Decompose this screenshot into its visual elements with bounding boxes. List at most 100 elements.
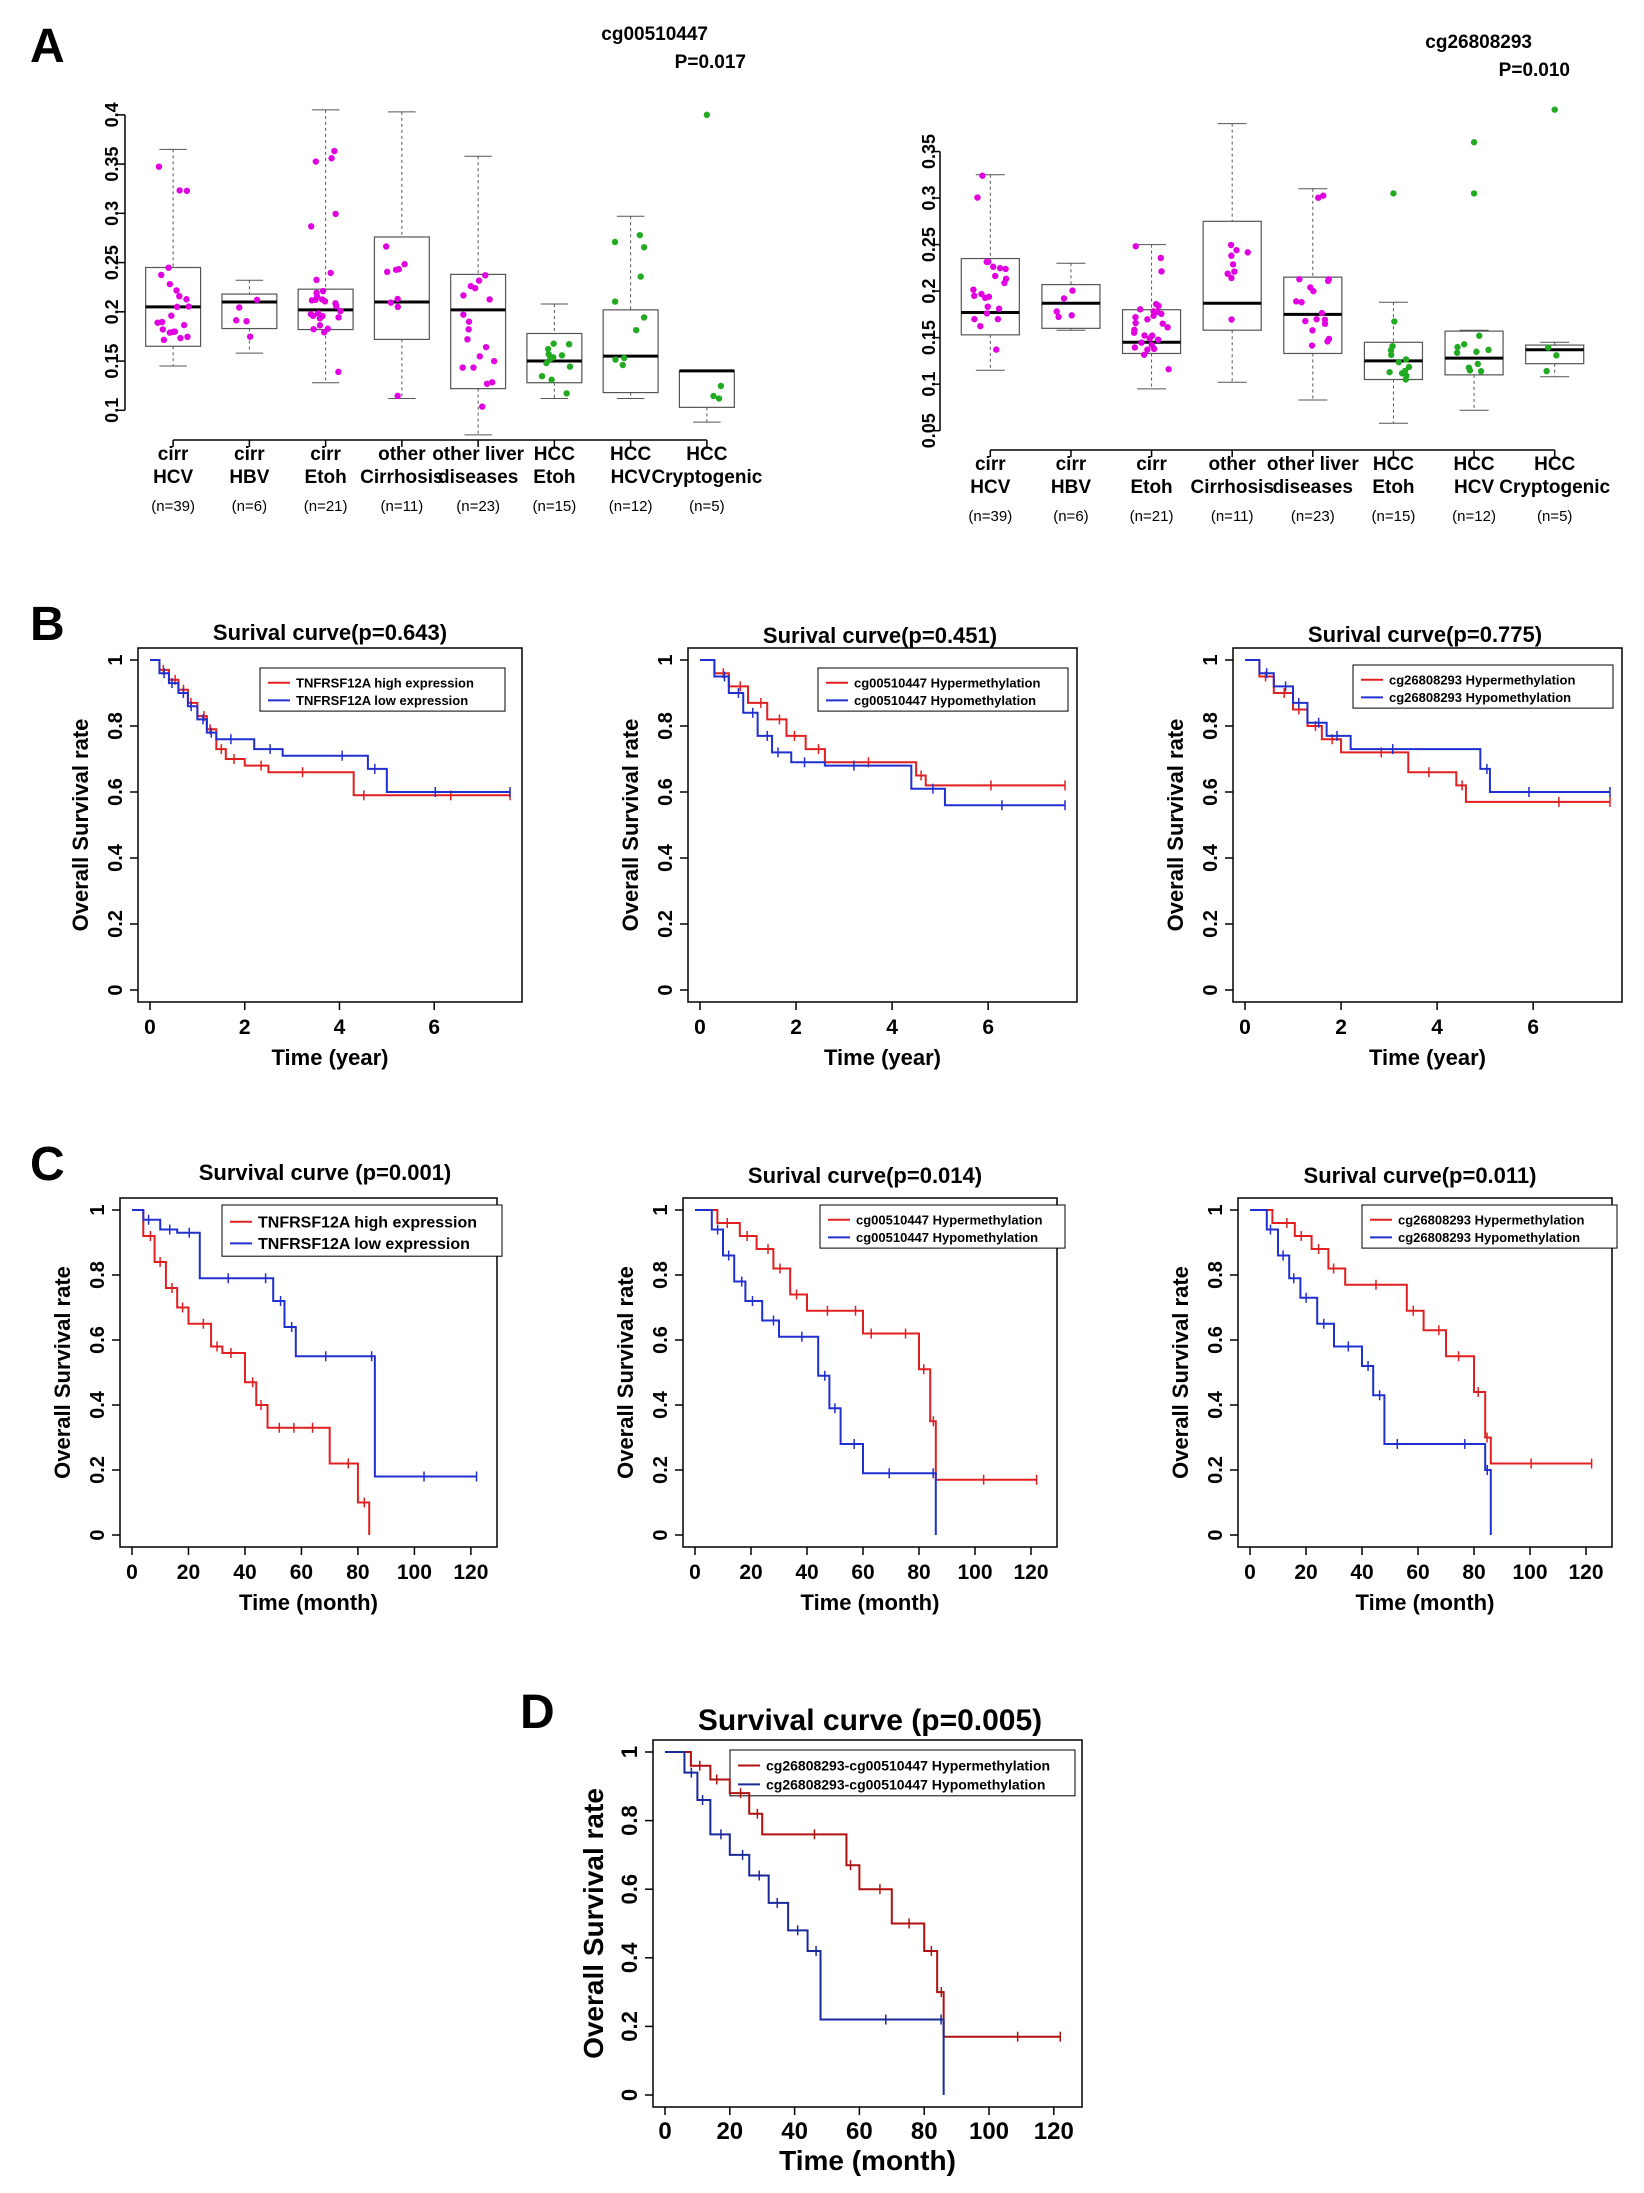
data-point bbox=[459, 364, 466, 371]
data-point bbox=[321, 298, 329, 305]
survival-line-high bbox=[1250, 1209, 1592, 1465]
group-label: HBV bbox=[229, 467, 269, 488]
plot-frame bbox=[137, 647, 523, 1003]
y-axis-title: Overall Survival rate bbox=[578, 1788, 609, 2059]
data-point bbox=[1313, 316, 1320, 323]
group-label: Etoh bbox=[1372, 477, 1414, 498]
x-tick-label: 100 bbox=[969, 2118, 1009, 2145]
data-point bbox=[1321, 320, 1329, 328]
legend-label: cg26808293 Hypermethylation bbox=[1389, 672, 1575, 687]
data-point bbox=[1132, 243, 1139, 250]
data-point bbox=[1543, 367, 1550, 375]
data-point bbox=[1132, 313, 1139, 321]
data-point bbox=[611, 298, 619, 305]
data-point bbox=[989, 263, 997, 270]
x-tick-label: 0 bbox=[658, 2118, 671, 2145]
data-point bbox=[476, 353, 483, 360]
box bbox=[526, 332, 583, 384]
data-point bbox=[1310, 287, 1317, 295]
data-point bbox=[460, 292, 467, 299]
box bbox=[960, 257, 1020, 336]
data-point bbox=[974, 194, 981, 201]
survival-chart-b2: Surival curve(p=0.451) 0 2 4 6 0 0.2 0.4 0.6 0.8 1… bbox=[618, 623, 1078, 1070]
data-point bbox=[166, 280, 174, 288]
data-point bbox=[1324, 277, 1332, 285]
data-point bbox=[176, 187, 183, 194]
data-point bbox=[710, 392, 717, 400]
data-point bbox=[1228, 252, 1235, 259]
x-axis-title: Time (year) bbox=[272, 1045, 389, 1070]
data-point bbox=[1231, 268, 1238, 275]
panel-label-d: D bbox=[520, 1686, 555, 1739]
data-point bbox=[985, 258, 992, 265]
data-point bbox=[983, 310, 991, 317]
y-tick-label: 0.1 bbox=[919, 372, 939, 397]
y-tick-label: 0.4 bbox=[650, 1390, 672, 1419]
group-label: other liver bbox=[432, 444, 524, 465]
group-label: (n=15) bbox=[532, 498, 576, 515]
boxplot-1: cg00510447 P=0.017 0.1 0.15 0.2 0.25 0.3 0.35 0.… bbox=[102, 24, 763, 515]
p-value-label: P=0.017 bbox=[675, 52, 746, 73]
group-label: (n=12) bbox=[609, 498, 653, 515]
group-label: cirr bbox=[234, 444, 265, 465]
data-point bbox=[1308, 342, 1316, 349]
data-point bbox=[1315, 194, 1322, 201]
data-point bbox=[1386, 368, 1393, 376]
chart-title: Surival curve(p=0.775) bbox=[1308, 622, 1542, 647]
chart-title: Surival curve(p=0.014) bbox=[748, 1163, 982, 1188]
data-point bbox=[619, 361, 626, 369]
data-point bbox=[184, 333, 191, 341]
box bbox=[450, 273, 507, 390]
y-tick-label: 0.2 bbox=[87, 1456, 109, 1484]
outlier-point bbox=[1390, 190, 1397, 197]
group-label: (n=23) bbox=[1291, 508, 1335, 525]
x-tick-label: 0 bbox=[126, 1561, 138, 1584]
data-point bbox=[1395, 358, 1403, 366]
y-tick-label: 0.8 bbox=[1200, 712, 1222, 740]
y-tick-label: 1 bbox=[87, 1204, 109, 1215]
legend-label: cg00510447 Hypomethylation bbox=[854, 693, 1036, 708]
group-label: other liver bbox=[1267, 454, 1359, 475]
group-label: (n=39) bbox=[151, 498, 195, 515]
data-point bbox=[490, 357, 498, 365]
group-label: cirr bbox=[975, 454, 1006, 475]
survival-line-low bbox=[695, 1209, 937, 1535]
group-label: HCV bbox=[1454, 477, 1494, 498]
group-label: cirr bbox=[158, 444, 189, 465]
data-point bbox=[984, 303, 991, 310]
group-label: (n=6) bbox=[1053, 508, 1088, 525]
y-tick-label: 1 bbox=[105, 654, 127, 665]
y-axis-title: Overall Survival rate bbox=[50, 1266, 75, 1479]
data-point bbox=[1318, 309, 1326, 317]
legend-box bbox=[1352, 664, 1614, 709]
data-point bbox=[331, 147, 338, 155]
data-point bbox=[993, 346, 1000, 353]
data-point bbox=[717, 382, 725, 390]
data-point bbox=[1298, 299, 1305, 306]
panel-label-a: A bbox=[30, 20, 65, 73]
data-point bbox=[173, 287, 180, 294]
data-point bbox=[1325, 335, 1333, 343]
box bbox=[373, 236, 430, 340]
group-label: HCC bbox=[610, 444, 651, 465]
survival-chart-d: Survival curve (p=0.005) 0 20 40 60 80 100 120 0… bbox=[578, 1704, 1083, 2176]
y-tick-label: 0.25 bbox=[102, 245, 122, 280]
y-tick-label: 0 bbox=[655, 984, 677, 995]
group-label: HCC bbox=[686, 444, 727, 465]
data-point bbox=[185, 303, 192, 310]
data-point bbox=[236, 304, 243, 311]
y-tick-label: 0.4 bbox=[105, 843, 127, 872]
charts: cg00510447 P=0.017 0.1 0.15 0.2 0.25 0.3 0.35 0.… bbox=[50, 24, 1623, 2176]
data-point bbox=[550, 354, 557, 361]
data-point bbox=[314, 310, 322, 317]
data-point bbox=[308, 223, 315, 230]
data-point bbox=[394, 295, 401, 303]
group-label: Cirrhosis bbox=[1190, 477, 1273, 498]
data-point bbox=[1157, 254, 1164, 262]
survival-chart-c2: Surival curve(p=0.014) 0 20 40 60 80 100 120 0 0.… bbox=[613, 1163, 1066, 1615]
data-point bbox=[176, 292, 183, 300]
x-tick-label: 4 bbox=[1431, 1016, 1443, 1039]
y-tick-label: 0.2 bbox=[650, 1456, 672, 1484]
data-point bbox=[1053, 308, 1060, 315]
group-label: (n=39) bbox=[968, 508, 1012, 525]
